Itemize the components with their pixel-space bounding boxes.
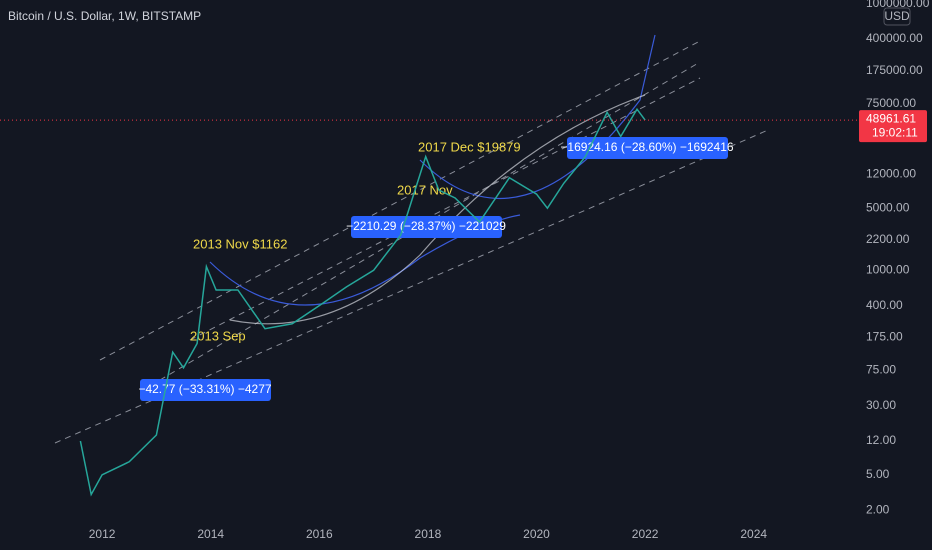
y-tick-label: 75000.00 <box>866 96 916 110</box>
x-tick-label: 2024 <box>740 527 767 541</box>
measure-box <box>567 137 728 159</box>
measure-label: −16924.16 (−28.60%) −1692416 <box>560 140 733 154</box>
y-tick-label: 175.00 <box>866 330 903 344</box>
countdown: 19:02:11 <box>872 125 918 139</box>
annotation: 2013 Sep <box>190 328 246 343</box>
symbol-title: Bitcoin / U.S. Dollar, 1W, BITSTAMP <box>8 9 201 23</box>
y-tick-label: 30.00 <box>866 398 896 412</box>
y-tick-label: 5000.00 <box>866 200 910 214</box>
y-tick-label: 1000.00 <box>866 262 910 276</box>
y-tick-label: 2200.00 <box>866 232 910 246</box>
annotation: 2017 Nov <box>397 182 453 197</box>
y-tick-label: 1000000.00 <box>866 0 930 10</box>
y-tick-label: 5.00 <box>866 467 890 481</box>
currency[interactable]: USD <box>884 9 910 23</box>
x-tick-label: 2020 <box>523 527 550 541</box>
y-tick-label: 400.00 <box>866 298 903 312</box>
y-tick-label: 2.00 <box>866 502 890 516</box>
x-tick-label: 2014 <box>197 527 224 541</box>
currency-box[interactable] <box>883 7 911 26</box>
x-tick-label: 2018 <box>415 527 442 541</box>
measure-box <box>140 379 271 401</box>
y-tick-label: 75.00 <box>866 362 896 376</box>
x-tick-label: 2016 <box>306 527 333 541</box>
price-line <box>79 107 646 497</box>
measure-box <box>351 216 502 238</box>
y-tick-label: 12.00 <box>866 433 896 447</box>
price-tag <box>859 110 927 143</box>
x-tick-label: 2012 <box>89 527 116 541</box>
measure-label: −2210.29 (−28.37%) −221029 <box>346 219 506 233</box>
arc <box>419 34 656 200</box>
x-tick-label: 2022 <box>632 527 659 541</box>
y-tick-label: 12000.00 <box>866 167 916 181</box>
annotation: 2017 Dec $19879 <box>418 139 521 154</box>
last-price: 48961.61 <box>866 111 916 125</box>
measure-label: −42.77 (−33.31%) −4277 <box>138 382 271 396</box>
y-tick-label: 400000.00 <box>866 31 923 45</box>
y-tick-label: 175000.00 <box>866 63 923 77</box>
annotation: 2013 Nov $1162 <box>193 236 287 251</box>
